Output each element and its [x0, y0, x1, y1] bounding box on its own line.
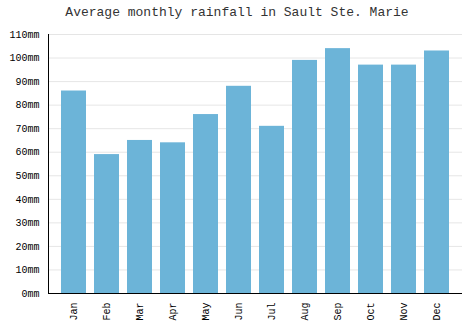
- svg-text:40mm: 40mm: [15, 195, 39, 206]
- svg-text:Jul: Jul: [267, 303, 278, 321]
- svg-text:0mm: 0mm: [21, 289, 39, 300]
- svg-text:Jan: Jan: [69, 303, 80, 321]
- svg-text:20mm: 20mm: [15, 242, 39, 253]
- svg-text:50mm: 50mm: [15, 171, 39, 182]
- svg-text:Jun: Jun: [234, 303, 245, 321]
- svg-text:70mm: 70mm: [15, 124, 39, 135]
- svg-text:Aug: Aug: [300, 303, 311, 321]
- svg-text:May: May: [201, 303, 212, 321]
- svg-text:10mm: 10mm: [15, 265, 39, 276]
- svg-text:Feb: Feb: [102, 303, 113, 321]
- svg-text:110mm: 110mm: [9, 30, 39, 41]
- svg-text:Apr: Apr: [168, 303, 179, 321]
- svg-text:80mm: 80mm: [15, 100, 39, 111]
- svg-text:Sep: Sep: [333, 303, 344, 321]
- svg-text:100mm: 100mm: [9, 53, 39, 64]
- html-text:Average monthly rainfall in Sa: Average monthly rainfall in Sault Ste. M…: [65, 5, 409, 20]
- svg-text:30mm: 30mm: [15, 218, 39, 229]
- svg-text:Oct: Oct: [366, 303, 377, 321]
- svg-text:Dec: Dec: [432, 303, 443, 321]
- svg-text:Mar: Mar: [135, 303, 146, 321]
- svg-text:60mm: 60mm: [15, 147, 39, 158]
- svg-text:90mm: 90mm: [15, 77, 39, 88]
- svg-text:Nov: Nov: [399, 303, 410, 321]
